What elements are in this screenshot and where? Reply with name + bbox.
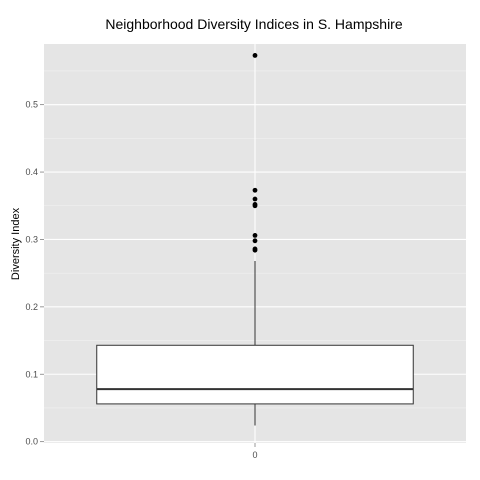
y-tick-label: 0.5: [25, 100, 38, 110]
y-axis-label: Diversity Index: [10, 207, 22, 280]
y-axis: 0.0 0.1 0.2 0.3 0.4 0.5: [25, 100, 44, 447]
outlier-point: [252, 187, 258, 193]
x-axis: 0: [252, 443, 258, 460]
outlier-point: [252, 238, 258, 244]
outlier-point: [252, 202, 258, 207]
y-tick-label: 0.2: [25, 302, 38, 312]
y-tick-label: 0.4: [25, 167, 38, 177]
y-tick-label: 0.3: [25, 234, 38, 244]
outlier-point: [252, 53, 258, 58]
box-plot: [96, 53, 414, 426]
chart-title: Neighborhood Diversity Indices in S. Ham…: [105, 16, 402, 32]
y-tick-label: 0.0: [25, 437, 38, 447]
y-tick-label: 0.1: [25, 369, 38, 379]
outlier-point: [252, 233, 258, 238]
box-0: [96, 53, 414, 426]
x-tick-label: 0: [252, 450, 257, 460]
outlier-point: [252, 246, 258, 252]
box-body: [96, 344, 414, 405]
outlier-point: [252, 196, 258, 202]
